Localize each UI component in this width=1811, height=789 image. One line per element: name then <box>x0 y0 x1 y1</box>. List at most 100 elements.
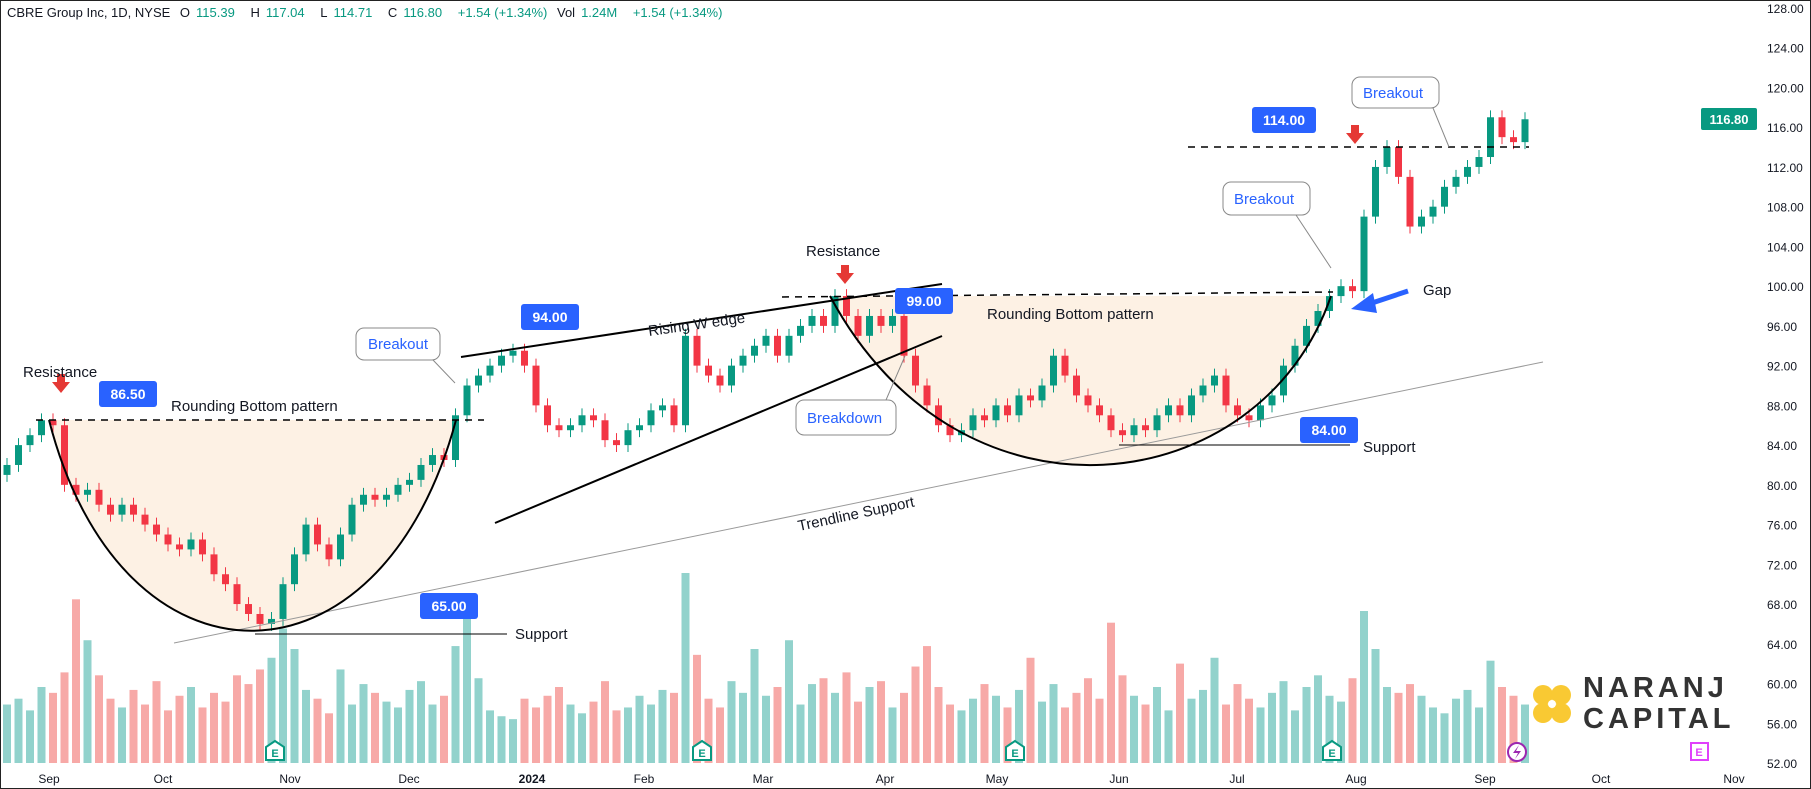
trendline-support-line[interactable] <box>173 361 1544 644</box>
volume-bar <box>1429 707 1437 763</box>
volume-bar <box>1440 713 1449 763</box>
price-tick-label: 112.00 <box>1767 161 1803 175</box>
svg-text:Breakout: Breakout <box>368 336 429 353</box>
candle-body <box>774 335 781 356</box>
volume-bar <box>854 701 862 763</box>
candle-body <box>1188 395 1195 416</box>
volume-bar <box>704 698 713 763</box>
volume-bar <box>923 646 931 763</box>
candle-body <box>1234 405 1241 416</box>
candle-body <box>463 385 471 416</box>
candle-body <box>739 355 747 366</box>
candle-body <box>521 350 528 366</box>
candle-body <box>210 554 218 575</box>
candle-body <box>1050 355 1057 386</box>
volume-bar <box>463 596 471 763</box>
vol-change-value: +1.54 (+1.34%) <box>632 5 723 20</box>
volume-bar <box>601 681 609 763</box>
volume-bar <box>1164 710 1173 763</box>
time-tick-label: Mar <box>753 772 774 786</box>
candle-body <box>624 430 632 446</box>
price-tick-label: 88.00 <box>1767 399 1797 413</box>
candle-body <box>337 534 344 560</box>
candle-body <box>95 489 103 505</box>
candle-body <box>935 405 942 426</box>
upcoming-earnings-box <box>1690 742 1709 761</box>
volume-bar <box>796 704 805 763</box>
volume-bar <box>1337 701 1345 763</box>
volume-bar <box>106 698 115 763</box>
volume-bar <box>1003 707 1012 763</box>
volume-bar <box>486 710 494 763</box>
volume-bar <box>1187 698 1196 763</box>
candle-body <box>1418 216 1425 227</box>
candle-body <box>1510 137 1517 143</box>
volume-bar <box>808 684 816 763</box>
candle-body <box>475 375 482 386</box>
candle-body <box>1038 385 1046 401</box>
rising-w-lower[interactable] <box>494 335 943 524</box>
volume-bar <box>233 675 241 763</box>
price-tick-label: 72.00 <box>1767 558 1797 572</box>
time-axis[interactable]: Sep Oct Nov Dec 2024 Feb Mar Apr May Jun Jul Aug Sep… <box>38 772 1744 786</box>
volume-bar <box>1061 707 1069 763</box>
volume-bar <box>911 666 920 763</box>
volume-bar <box>773 687 782 763</box>
volume-bar <box>785 640 793 763</box>
candle-body <box>233 584 241 605</box>
volume-bar <box>382 701 391 763</box>
candle-body <box>785 335 793 356</box>
volume-bar <box>256 669 264 763</box>
open-label: O <box>179 5 191 20</box>
volume-bar <box>198 707 207 763</box>
candle-body <box>245 604 252 614</box>
earnings-marker-icon: E <box>1322 739 1342 761</box>
candle-body <box>291 554 298 585</box>
upcoming-earnings-icon: E <box>1690 742 1709 761</box>
price-tag-114-00: 114.00 <box>1252 107 1316 133</box>
candle-body <box>1107 415 1115 431</box>
volume-bar <box>750 649 759 763</box>
cup-curve-1[interactable] <box>48 419 457 632</box>
volume-bar <box>14 698 23 763</box>
candle-body <box>1337 286 1345 297</box>
candle-body <box>1142 425 1149 431</box>
svg-text:114.00: 114.00 <box>1263 112 1305 128</box>
volume-bar <box>1026 657 1035 763</box>
candle-body <box>889 315 896 326</box>
volume-bar <box>1072 692 1081 763</box>
close-value: 116.80 <box>403 5 443 20</box>
candle-body <box>854 315 862 336</box>
resistance-label-2: Resistance <box>806 243 880 260</box>
time-tick-label: Aug <box>1345 772 1366 786</box>
svg-text:99.00: 99.00 <box>906 293 941 309</box>
volume-bar <box>371 692 379 763</box>
candle-body <box>877 315 885 326</box>
volume-bar <box>244 684 253 763</box>
candle-body <box>981 415 988 421</box>
time-tick-label: Apr <box>876 772 895 786</box>
candle-body <box>1165 405 1172 416</box>
price-tick-label: 96.00 <box>1767 320 1797 334</box>
candle-body <box>1027 395 1034 401</box>
price-axis[interactable]: 128.00 124.00 120.00 116.00 112.00 108.00 104.… <box>1767 2 1804 771</box>
candle-body <box>1119 430 1126 436</box>
price-tick-label: 80.00 <box>1767 479 1797 493</box>
candles <box>3 110 1529 631</box>
cup-curve-2[interactable] <box>829 295 1332 467</box>
volume-bar <box>1486 660 1495 763</box>
volume-bar <box>394 707 402 763</box>
candle-body <box>84 489 91 495</box>
symbol-title[interactable]: CBRE Group Inc, 1D, NYSE <box>7 5 171 20</box>
volume-bar <box>83 640 92 763</box>
resistance-line-2[interactable] <box>781 291 1334 298</box>
candle-body <box>1464 166 1471 177</box>
candle-body <box>912 355 919 386</box>
ohlc-legend: CBRE Group Inc, 1D, NYSE O 115.39 H 117.04… <box>7 5 728 20</box>
time-tick-label: May <box>986 772 1009 786</box>
volume-bar <box>1463 689 1472 763</box>
price-tick-label: 60.00 <box>1767 678 1797 692</box>
volume-bar <box>1107 622 1115 763</box>
